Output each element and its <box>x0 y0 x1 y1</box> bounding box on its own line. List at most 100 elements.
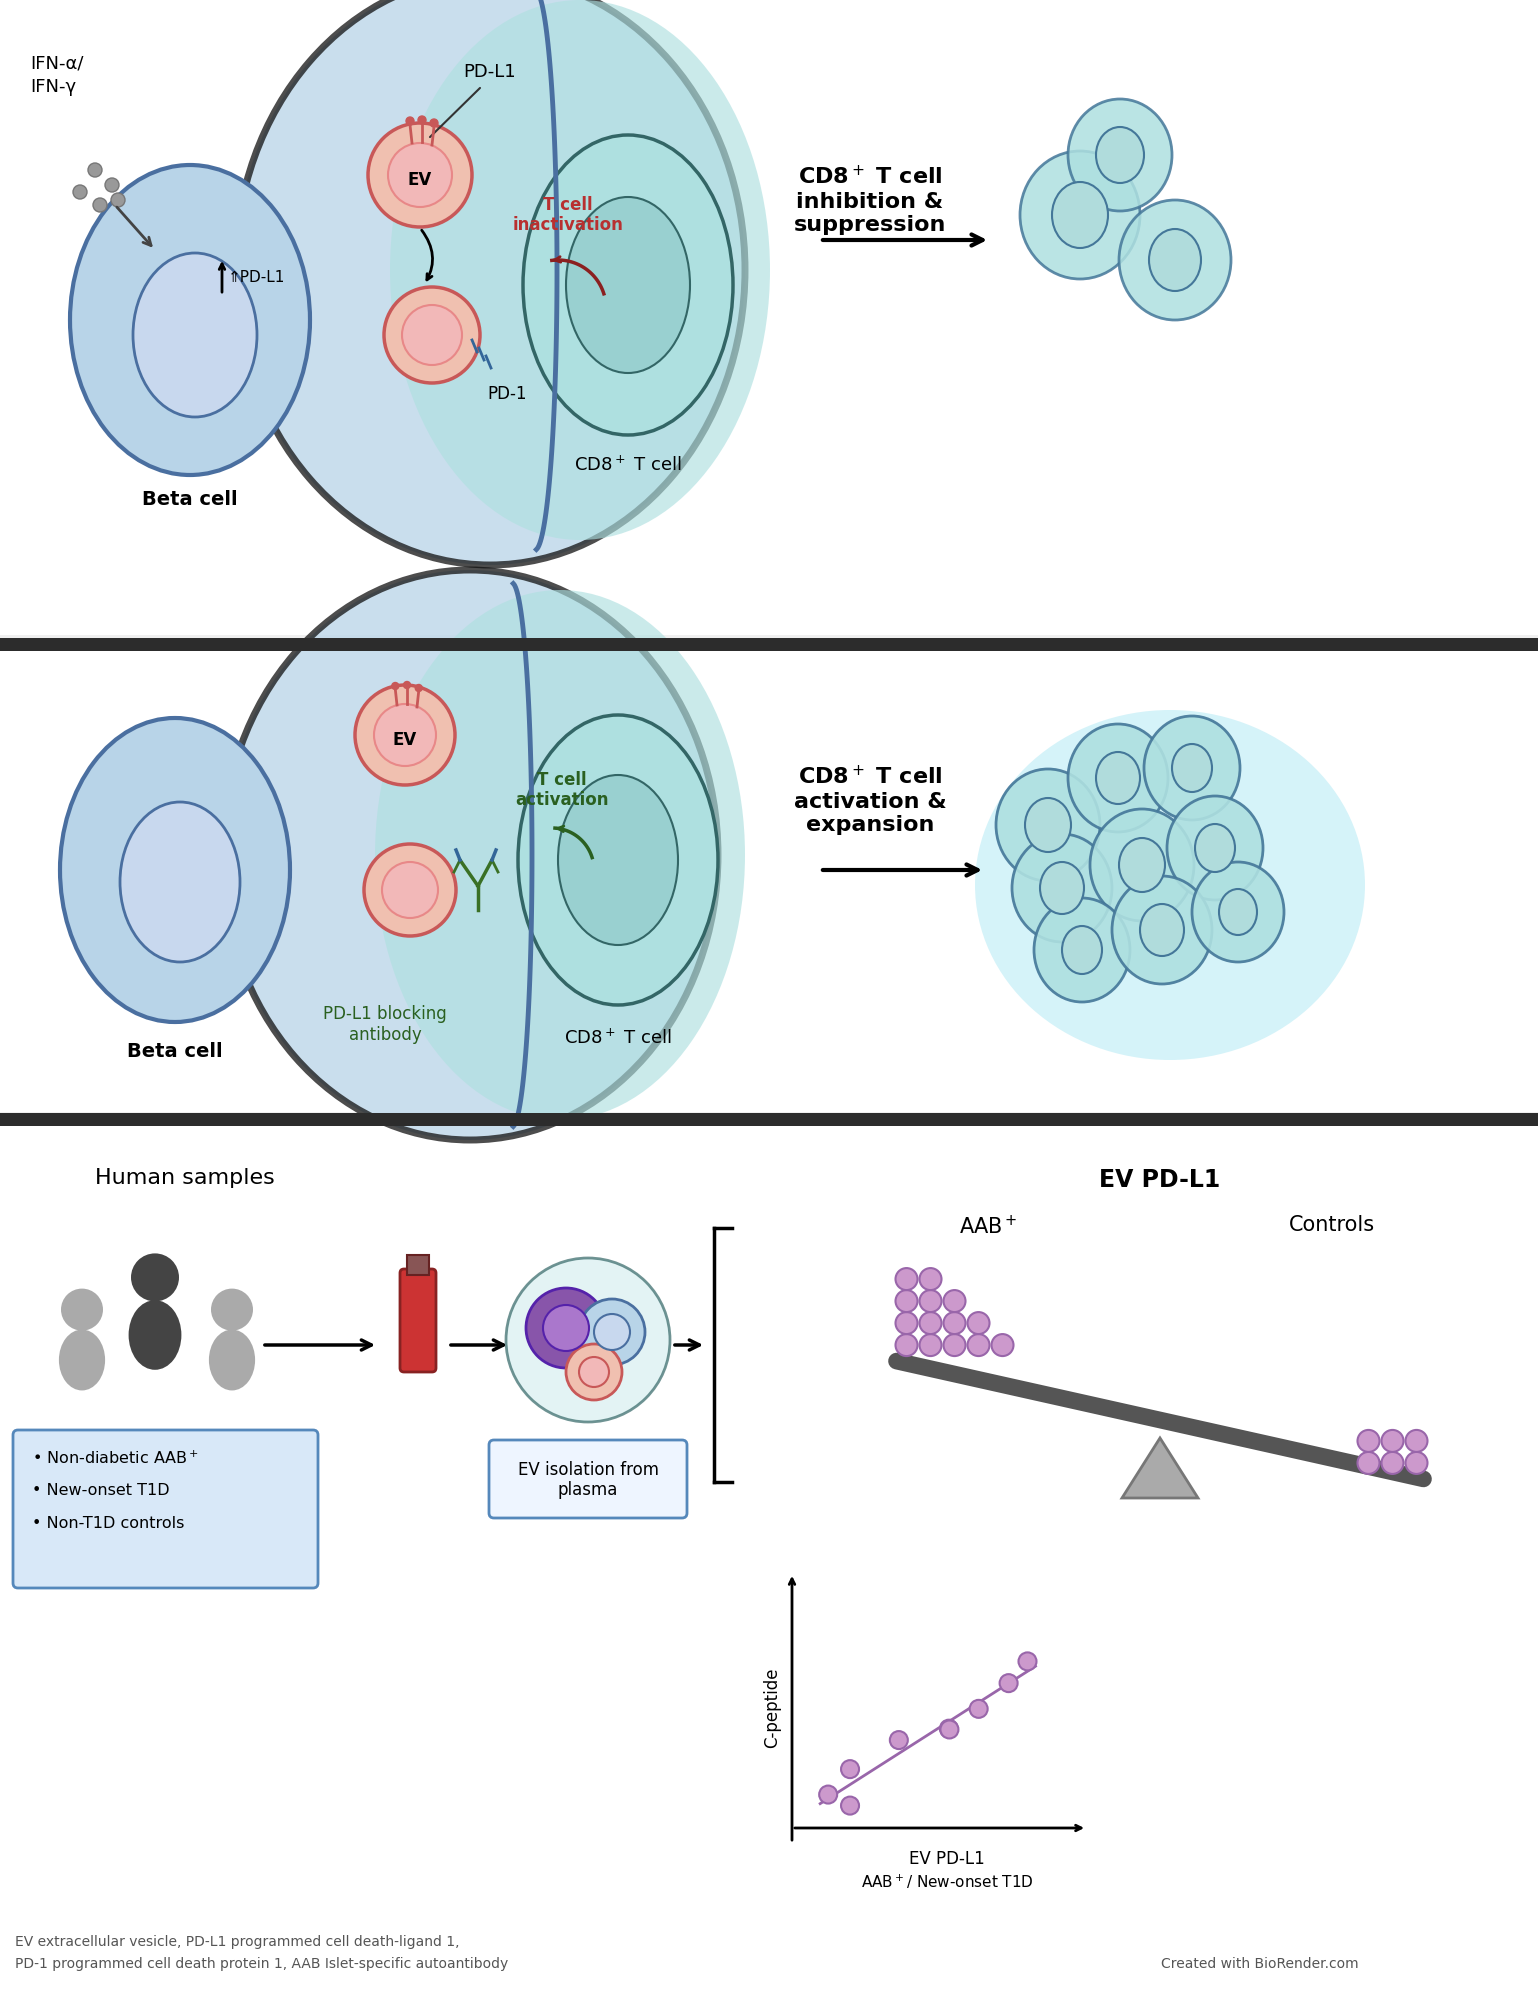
Ellipse shape <box>1144 717 1240 820</box>
Text: Beta cell: Beta cell <box>128 1041 223 1061</box>
Circle shape <box>920 1268 941 1290</box>
Ellipse shape <box>1034 898 1130 1001</box>
Circle shape <box>820 1786 837 1804</box>
Text: • New-onset T1D: • New-onset T1D <box>32 1483 169 1497</box>
Circle shape <box>1358 1451 1380 1473</box>
Circle shape <box>1018 1653 1037 1670</box>
Text: AAB$^+$: AAB$^+$ <box>958 1215 1017 1238</box>
Circle shape <box>415 685 423 691</box>
Circle shape <box>566 1344 621 1400</box>
Ellipse shape <box>1090 808 1193 922</box>
Text: PD-L1 blocking
antibody: PD-L1 blocking antibody <box>323 1005 448 1043</box>
Ellipse shape <box>1063 926 1103 974</box>
Circle shape <box>895 1312 918 1334</box>
Bar <box>0 1127 1538 1991</box>
Circle shape <box>1406 1430 1427 1451</box>
Circle shape <box>1406 1451 1427 1473</box>
FancyBboxPatch shape <box>12 1430 318 1589</box>
Circle shape <box>406 117 414 125</box>
Ellipse shape <box>1097 127 1144 183</box>
Ellipse shape <box>1167 796 1263 900</box>
Circle shape <box>384 287 480 382</box>
Ellipse shape <box>523 135 734 434</box>
Text: EV PD-L1: EV PD-L1 <box>1100 1169 1221 1193</box>
Circle shape <box>131 1254 178 1302</box>
Text: EV: EV <box>408 171 432 189</box>
FancyBboxPatch shape <box>400 1268 435 1372</box>
Circle shape <box>374 705 435 767</box>
Circle shape <box>969 1700 987 1718</box>
Circle shape <box>943 1312 966 1334</box>
Text: T cell
inactivation: T cell inactivation <box>512 195 623 235</box>
Circle shape <box>381 862 438 918</box>
Circle shape <box>1358 1430 1380 1451</box>
Circle shape <box>418 115 426 123</box>
Ellipse shape <box>1120 199 1230 321</box>
Text: PD-1: PD-1 <box>488 384 526 402</box>
Text: CD8$^+$ T cell
activation &
expansion: CD8$^+$ T cell activation & expansion <box>794 765 946 834</box>
Ellipse shape <box>1140 904 1184 956</box>
Ellipse shape <box>1067 725 1167 832</box>
Circle shape <box>940 1720 958 1738</box>
Text: • Non-diabetic AAB$^+$: • Non-diabetic AAB$^+$ <box>32 1449 198 1467</box>
Ellipse shape <box>235 0 744 565</box>
Circle shape <box>940 1720 958 1738</box>
Circle shape <box>578 1358 609 1388</box>
Ellipse shape <box>1220 890 1257 936</box>
Text: EV extracellular vesicle, PD-L1 programmed cell death-ligand 1,: EV extracellular vesicle, PD-L1 programm… <box>15 1935 460 1949</box>
FancyArrowPatch shape <box>117 207 151 245</box>
Text: ⇑PD-L1: ⇑PD-L1 <box>228 271 286 285</box>
Ellipse shape <box>518 715 718 1005</box>
FancyBboxPatch shape <box>489 1439 687 1517</box>
Circle shape <box>920 1334 941 1356</box>
Ellipse shape <box>566 197 691 372</box>
Circle shape <box>1381 1451 1404 1473</box>
Circle shape <box>841 1760 860 1778</box>
Ellipse shape <box>391 0 771 540</box>
Ellipse shape <box>1120 838 1164 892</box>
Circle shape <box>1381 1430 1404 1451</box>
Circle shape <box>967 1312 989 1334</box>
Bar <box>0 0 1538 635</box>
Circle shape <box>967 1334 989 1356</box>
Circle shape <box>355 685 455 784</box>
Text: Controls: Controls <box>1289 1215 1375 1234</box>
Ellipse shape <box>1040 862 1084 914</box>
Text: IFN-γ: IFN-γ <box>31 78 75 96</box>
Ellipse shape <box>1067 100 1172 211</box>
Circle shape <box>92 197 108 211</box>
Circle shape <box>88 163 102 177</box>
Circle shape <box>594 1314 631 1350</box>
Circle shape <box>841 1796 860 1814</box>
Text: CD8$^+$ T cell: CD8$^+$ T cell <box>564 1027 672 1047</box>
Ellipse shape <box>1195 824 1235 872</box>
Ellipse shape <box>1024 798 1070 852</box>
Ellipse shape <box>120 802 240 962</box>
Ellipse shape <box>997 769 1100 880</box>
Text: CD8$^+$ T cell: CD8$^+$ T cell <box>574 456 681 474</box>
Circle shape <box>920 1290 941 1312</box>
Circle shape <box>543 1304 589 1352</box>
Circle shape <box>578 1298 644 1366</box>
Ellipse shape <box>58 1330 105 1390</box>
Text: IFN-α/: IFN-α/ <box>31 56 83 74</box>
Circle shape <box>388 143 452 207</box>
Ellipse shape <box>975 711 1366 1059</box>
Polygon shape <box>1123 1438 1198 1497</box>
Text: Created with BioRender.com: Created with BioRender.com <box>1161 1957 1358 1971</box>
Bar <box>0 1113 1538 1127</box>
Circle shape <box>365 844 455 936</box>
Circle shape <box>895 1290 918 1312</box>
Ellipse shape <box>1020 151 1140 279</box>
Text: EV PD-L1: EV PD-L1 <box>909 1850 984 1868</box>
Ellipse shape <box>60 719 291 1021</box>
Ellipse shape <box>1052 181 1107 249</box>
Text: CD8$^+$ T cell
inhibition &
suppression: CD8$^+$ T cell inhibition & suppression <box>794 165 946 235</box>
Text: PD-L1: PD-L1 <box>463 64 517 82</box>
Circle shape <box>920 1312 941 1334</box>
Ellipse shape <box>1012 834 1112 942</box>
Ellipse shape <box>1172 745 1212 792</box>
Circle shape <box>368 123 472 227</box>
Circle shape <box>943 1290 966 1312</box>
Circle shape <box>403 681 411 689</box>
